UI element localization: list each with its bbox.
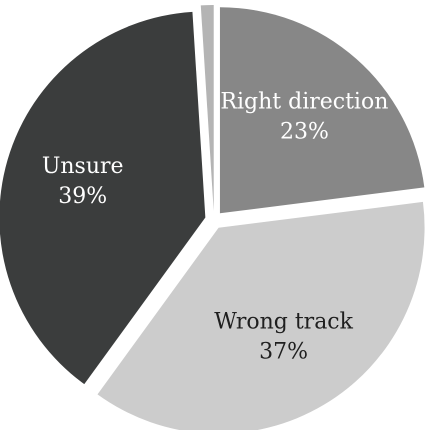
pie-slice-unsure — [0, 11, 206, 385]
pie-slice-unsure-value: 39% — [58, 184, 107, 209]
pie-slice-wrong-track-value: 37% — [259, 340, 308, 365]
pie-slice-right-direction-label: Right direction — [220, 89, 388, 114]
pie-slice-right-direction-value: 23% — [280, 119, 329, 144]
pie-slice-wrong-track — [97, 201, 425, 430]
pie-slice-3 — [200, 5, 214, 212]
pie-slice-wrong-track-label: Wrong track — [214, 310, 353, 335]
pie-slice-unsure-label: Unsure — [42, 154, 124, 179]
pie-slice-right-direction — [219, 7, 425, 214]
